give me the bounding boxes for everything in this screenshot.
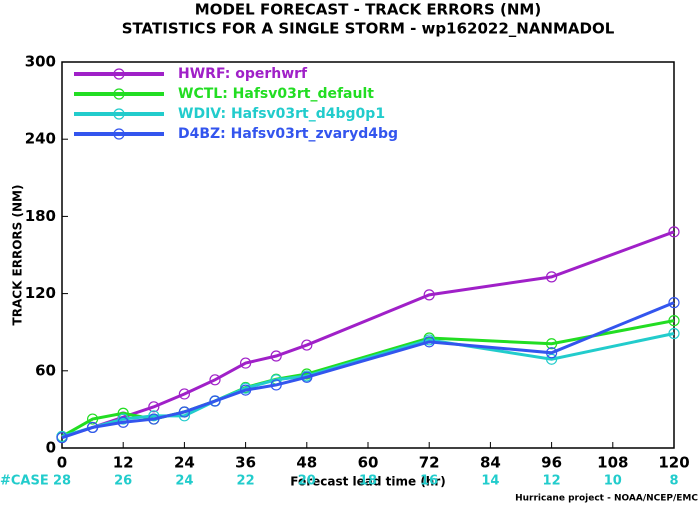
case-count: 14 xyxy=(481,474,499,489)
x-tick-label: 36 xyxy=(235,454,256,472)
legend-label: HWRF: operhwrf xyxy=(178,66,308,82)
data-point xyxy=(178,406,190,418)
data-point xyxy=(668,315,680,327)
legend-marker xyxy=(113,88,125,100)
footer: Hurricane project - NOAA/NCEP/EMC xyxy=(515,494,698,504)
series-line xyxy=(61,230,675,439)
chart-subtitle: STATISTICS FOR A SINGLE STORM - wp162022… xyxy=(122,20,615,38)
x-tick-label: 84 xyxy=(480,454,501,472)
x-tick-label: 24 xyxy=(174,454,195,472)
data-point xyxy=(270,379,282,391)
data-point xyxy=(270,350,282,362)
x-tick-label: 120 xyxy=(658,454,689,472)
case-count: 12 xyxy=(543,474,561,489)
data-point xyxy=(301,371,313,383)
case-count: 26 xyxy=(114,474,132,489)
data-point xyxy=(240,384,252,396)
series-line xyxy=(61,301,675,440)
x-tick-label: 96 xyxy=(541,454,562,472)
legend-marker xyxy=(113,68,125,80)
y-tick-label: 0 xyxy=(46,439,56,457)
chart-title: MODEL FORECAST - TRACK ERRORS (NM) xyxy=(195,1,541,19)
data-point xyxy=(209,395,221,407)
data-point xyxy=(117,416,129,428)
y-tick-label: 180 xyxy=(25,207,56,225)
legend-label: WCTL: Hafsv03rt_default xyxy=(178,86,374,102)
x-axis-label: Forecast lead time (hr) xyxy=(290,475,446,489)
legend-label: WDIV: Hafsv03rt_d4bg0p1 xyxy=(178,106,385,122)
data-point xyxy=(86,421,99,434)
data-point xyxy=(148,401,160,413)
data-point xyxy=(545,338,558,350)
data-point xyxy=(56,432,68,444)
y-tick-label: 120 xyxy=(25,284,56,302)
case-count: 18 xyxy=(359,474,377,489)
data-point xyxy=(668,226,680,238)
case-count: 16 xyxy=(420,474,438,489)
data-point xyxy=(545,347,558,359)
x-tick-label: 108 xyxy=(597,454,628,472)
y-tick-label: 300 xyxy=(25,53,56,71)
case-count: 28 xyxy=(53,474,71,489)
data-point xyxy=(240,357,252,369)
data-point xyxy=(423,336,435,348)
y-axis-label: TRACK ERRORS (NM) xyxy=(11,185,25,326)
case-label: #CASE xyxy=(0,474,49,489)
x-tick-label: 12 xyxy=(113,454,134,472)
data-point xyxy=(209,374,221,386)
legend-marker xyxy=(113,108,125,120)
data-point xyxy=(668,327,680,340)
x-tick-label: 0 xyxy=(57,454,67,472)
data-point xyxy=(423,289,435,301)
x-tick-label: 72 xyxy=(419,454,440,472)
case-count: 8 xyxy=(669,474,678,489)
case-count: 20 xyxy=(298,474,316,489)
legend-marker xyxy=(113,128,125,140)
x-tick-label: 48 xyxy=(296,454,317,472)
data-point xyxy=(117,413,129,425)
y-tick-label: 60 xyxy=(35,361,56,379)
data-point xyxy=(668,297,680,309)
y-tick-label: 240 xyxy=(25,130,56,148)
data-point xyxy=(545,271,558,283)
case-count: 10 xyxy=(604,474,622,489)
x-tick-label: 60 xyxy=(358,454,379,472)
data-point xyxy=(86,413,99,425)
data-point xyxy=(148,413,160,425)
data-point xyxy=(148,410,160,422)
legend-label: D4BZ: Hafsv03rt_zvaryd4bg xyxy=(178,126,398,142)
data-point xyxy=(301,339,313,351)
case-count: 24 xyxy=(175,474,193,489)
data-point xyxy=(178,388,190,400)
case-count: 22 xyxy=(237,474,255,489)
